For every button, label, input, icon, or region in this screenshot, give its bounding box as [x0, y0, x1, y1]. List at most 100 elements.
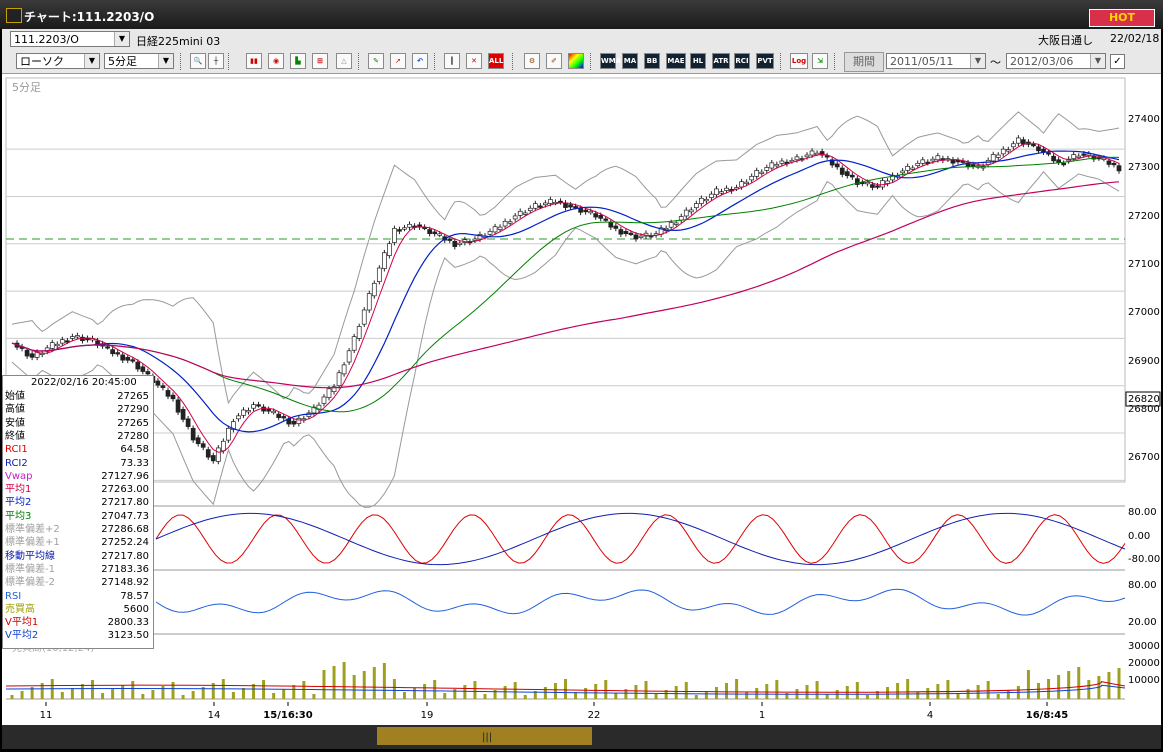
cursor-icon[interactable]: ➚: [390, 53, 406, 69]
volume-bar: [141, 694, 145, 699]
info-row: 標準偏差+1 27252.24: [5, 536, 151, 549]
volume-bar: [664, 690, 668, 699]
info-label: 高値: [5, 404, 25, 416]
info-value: 27183.36: [101, 563, 149, 575]
color-palette-icon[interactable]: [568, 53, 584, 69]
chart-type-select[interactable]: ローソク ▼: [16, 53, 100, 69]
toolbar-separator: [228, 53, 231, 70]
settings-icon[interactable]: ⚙: [524, 53, 540, 69]
volume-bar: [966, 689, 970, 699]
candle-body: [397, 229, 402, 232]
chevron-down-icon[interactable]: ▼: [114, 32, 129, 46]
delete-tool-icon[interactable]: ✕: [466, 53, 482, 69]
price-bar-icon[interactable]: ◉: [268, 53, 284, 69]
volume-bar: [825, 694, 829, 699]
volume-bar: [725, 683, 729, 699]
volume-bar: [604, 680, 608, 699]
rci-button[interactable]: RCI: [734, 53, 750, 69]
compare-chart-icon[interactable]: ⊞: [312, 53, 328, 69]
candle-chart-icon[interactable]: ▮▮: [246, 53, 262, 69]
price-axis-label: 27200: [1128, 211, 1160, 222]
info-value: 27217.80: [101, 497, 149, 509]
calendar-dropdown-icon[interactable]: ▼: [970, 54, 985, 68]
period-button[interactable]: 期間: [844, 52, 884, 72]
candle-body: [54, 343, 60, 347]
candle-body: [281, 416, 287, 419]
pvt-button[interactable]: PVT: [756, 53, 774, 69]
ma-button[interactable]: MA: [622, 53, 638, 69]
date-to-field[interactable]: 2012/03/06 ▼: [1006, 53, 1106, 69]
candle-body: [920, 159, 926, 164]
time-axis-label: 1: [759, 710, 765, 721]
undo-icon[interactable]: ↶: [412, 53, 428, 69]
price-axis-label: 27000: [1128, 307, 1160, 318]
hot-button[interactable]: HOT: [1089, 9, 1155, 27]
candle-body: [1061, 162, 1067, 166]
candle-body: [880, 180, 885, 188]
info-row: 始値 27265: [5, 390, 151, 403]
candle-body: [24, 349, 30, 357]
volume-bar: [584, 688, 588, 699]
draw-line-icon[interactable]: ✎: [368, 53, 384, 69]
alert-icon[interactable]: △: [336, 53, 352, 69]
volume-bar: [564, 679, 567, 699]
date-label: 22/02/18: [1110, 32, 1160, 45]
info-row: 標準偏差+2 27286.68: [5, 523, 151, 536]
time-axis-label: 11: [40, 710, 53, 721]
atr-button[interactable]: ATR: [712, 53, 730, 69]
candle-body: [865, 181, 870, 185]
volume-bar: [1036, 683, 1040, 699]
hl-button[interactable]: HL: [690, 53, 706, 69]
volume-bar: [906, 679, 910, 699]
candle-body: [195, 437, 201, 445]
crosshair-icon[interactable]: ┼: [208, 53, 224, 69]
time-scrollbar[interactable]: |||: [2, 725, 1161, 749]
candle-body: [392, 228, 397, 243]
interval-select[interactable]: 5分足 ▼: [104, 53, 174, 69]
price-axis-label: 27100: [1128, 259, 1160, 270]
volume-bar: [392, 679, 396, 699]
candle-body: [804, 154, 810, 158]
candle-body: [155, 380, 161, 386]
candle-body: [749, 175, 755, 181]
mae-button[interactable]: MAE: [666, 53, 686, 69]
wma-button[interactable]: WMA: [600, 53, 621, 69]
volume-bar: [1077, 667, 1081, 699]
candle-body: [517, 210, 523, 216]
delete-all-icon[interactable]: ALL: [488, 53, 504, 69]
time-axis-label: 22: [588, 710, 601, 721]
edit-icon[interactable]: ✐: [546, 53, 562, 69]
candle-body: [714, 188, 719, 196]
chart-area[interactable]: 5分足 27400 27300 27200 27100 27000 26900 26820 2…: [2, 74, 1161, 725]
log-button[interactable]: Log: [790, 53, 808, 69]
chevron-down-icon[interactable]: ▼: [84, 54, 99, 68]
chevron-down-icon[interactable]: ▼: [158, 54, 173, 68]
candle-body: [140, 366, 146, 372]
bb-button[interactable]: BB: [644, 53, 660, 69]
volume-bar: [875, 691, 879, 699]
info-row: 平均1 27263.00: [5, 483, 151, 496]
volume-bar: [443, 693, 447, 699]
price-chart[interactable]: 5分足 274002730027200271002700026900268202…: [2, 74, 1161, 725]
apply-checkbox[interactable]: ✓: [1110, 54, 1125, 69]
bar-chart-icon[interactable]: ▙: [290, 53, 306, 69]
calendar-dropdown-icon[interactable]: ▼: [1090, 54, 1105, 68]
info-label: 平均3: [5, 510, 32, 522]
zoom-icon[interactable]: 🔍: [190, 53, 206, 69]
line-tool-icon[interactable]: ┃: [444, 53, 460, 69]
candle-body: [724, 187, 729, 191]
candle-body: [220, 440, 226, 452]
candle-body: [759, 171, 765, 174]
volume-bar: [1067, 671, 1071, 699]
candle-body: [180, 409, 186, 420]
volume-ma1-line: [5, 681, 1126, 693]
info-label: 平均1: [5, 484, 32, 496]
candle-body: [437, 233, 443, 236]
volume-ma2-line: [5, 684, 1126, 695]
candle-body: [427, 229, 432, 234]
symbol-select[interactable]: 111.2203/O ▼: [10, 31, 130, 47]
candle-body: [135, 361, 141, 370]
date-from-field[interactable]: 2011/05/11 ▼: [886, 53, 986, 69]
export-icon[interactable]: ⇲: [812, 53, 828, 69]
info-value: 5600: [123, 603, 149, 615]
